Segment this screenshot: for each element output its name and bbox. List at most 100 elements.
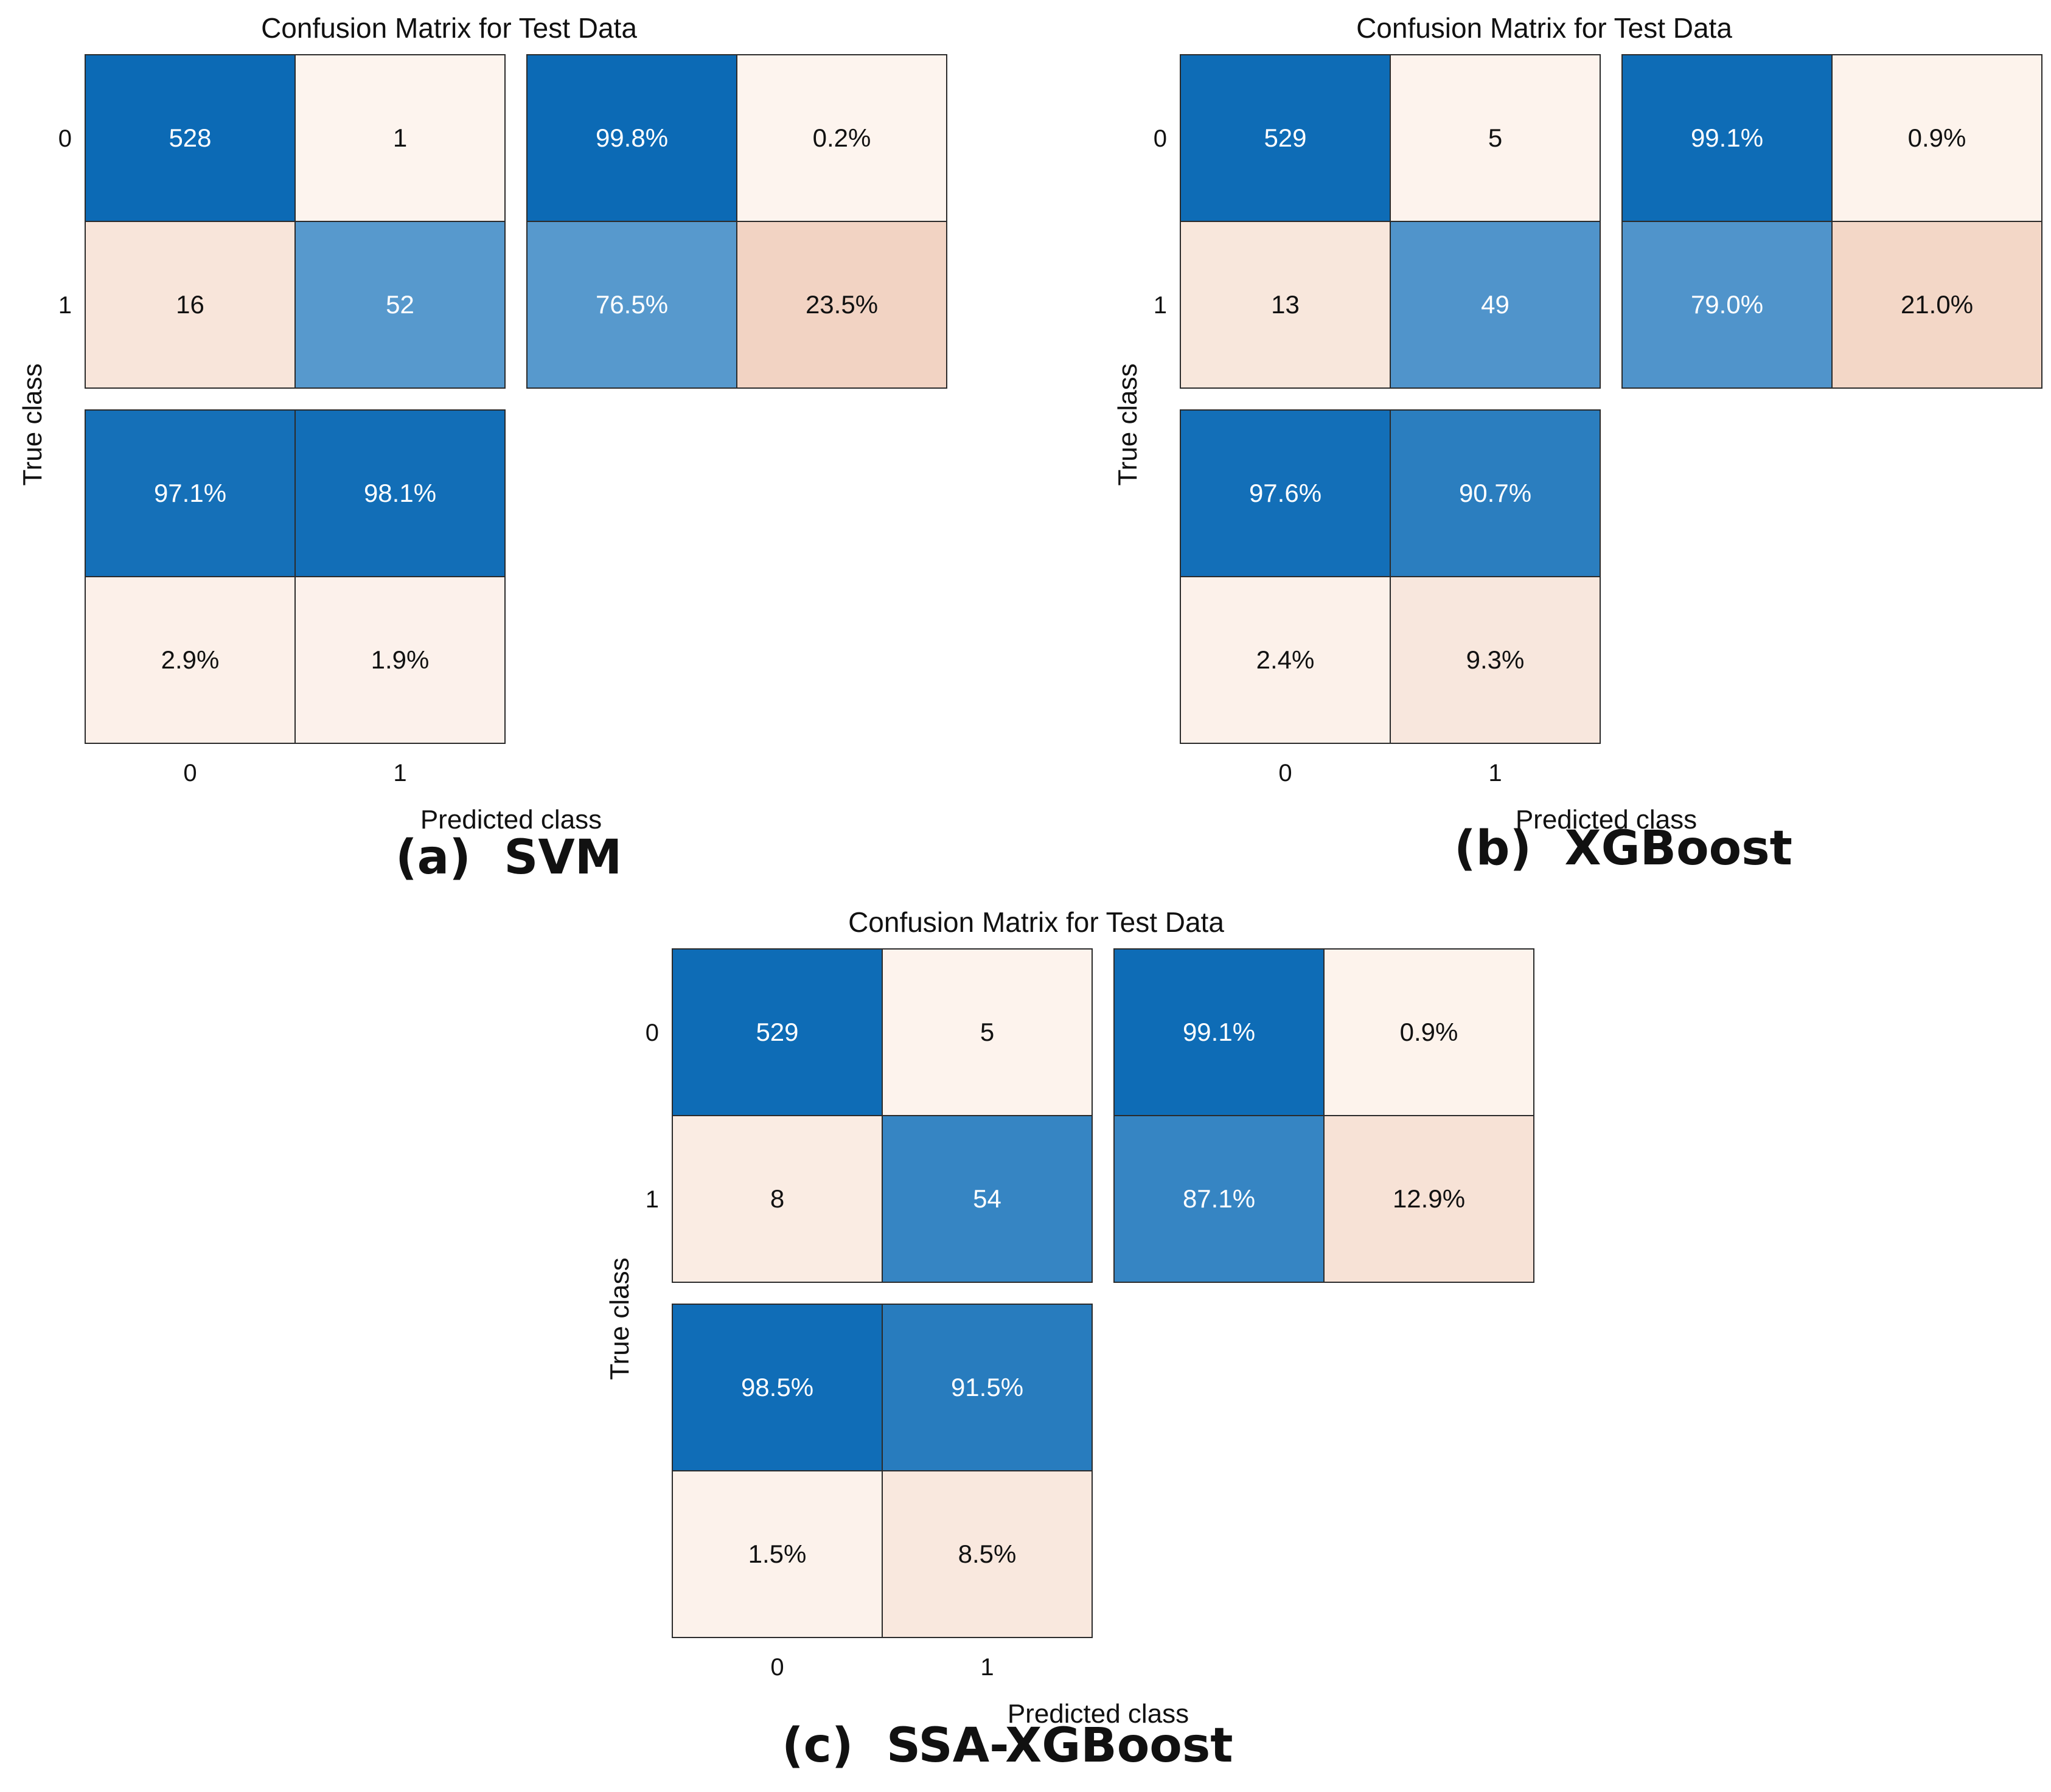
x-tick-label: 1 — [1488, 760, 1502, 787]
panel-xgboost: Confusion Matrix for Test Data 529 5 13 49 99… — [1095, 0, 2042, 835]
row-summary-cell — [1831, 221, 2042, 389]
column-summary-label: 90.7% — [1459, 479, 1531, 507]
y-tick-label: 0 — [1154, 125, 1167, 152]
row-summary-cell — [1831, 54, 2042, 222]
column-summary-label: 98.1% — [364, 479, 436, 507]
count-label: 54 — [973, 1184, 1001, 1213]
count-label: 5 — [980, 1018, 994, 1046]
y-tick-label: 1 — [1154, 292, 1167, 319]
row-summary-label: 12.9% — [1393, 1184, 1465, 1213]
y-tick-label: 0 — [646, 1019, 659, 1046]
column-summary-label: 2.4% — [1256, 645, 1315, 674]
column-summary-label: 8.5% — [958, 1540, 1017, 1568]
column-summary-cell — [672, 1304, 883, 1471]
row-summary-label: 79.0% — [1691, 290, 1763, 319]
column-summary-label: 9.3% — [1466, 645, 1525, 674]
caption-label: (c) — [782, 1718, 854, 1773]
column-summary-cell — [1180, 409, 1391, 577]
confusion-matrix-chart: Confusion Matrix for Test Data 529 5 8 54 99.… — [605, 906, 1534, 1729]
x-axis-label: Predicted class — [1008, 1699, 1189, 1729]
x-tick-label: 1 — [393, 760, 406, 787]
row-summary-label: 99.1% — [1691, 123, 1763, 152]
y-tick-label: 1 — [58, 292, 72, 319]
count-cell — [85, 54, 296, 222]
caption-xgboost: (b) XGBoost — [1454, 821, 1792, 876]
count-cell — [1390, 54, 1601, 222]
count-label: 49 — [1481, 290, 1510, 319]
count-label: 528 — [169, 123, 211, 152]
column-summary-label: 97.1% — [154, 479, 226, 507]
row-summary-label: 0.2% — [813, 123, 871, 152]
caption-model: XGBoost — [1564, 821, 1792, 876]
row-summary-cell — [526, 54, 737, 222]
column-summary-label: 1.5% — [748, 1540, 807, 1568]
count-cell — [1390, 221, 1601, 389]
confusion-matrix-chart: Confusion Matrix for Test Data 528 1 16 52 99… — [18, 12, 947, 835]
caption-model: SSA-XGBoost — [886, 1718, 1233, 1773]
y-axis-label: True class — [18, 363, 47, 485]
chart-title: Confusion Matrix for Test Data — [261, 12, 637, 44]
panel-svm: Confusion Matrix for Test Data 528 1 16 52 99… — [0, 0, 947, 835]
count-label: 13 — [1271, 290, 1300, 319]
y-tick-label: 1 — [646, 1186, 659, 1213]
x-axis-label: Predicted class — [420, 805, 602, 835]
x-axis-label: Predicted class — [1516, 805, 1697, 835]
row-summary-label: 21.0% — [1901, 290, 1973, 319]
row-summary-cell — [526, 221, 737, 389]
count-cell — [882, 1115, 1093, 1283]
column-summary-label: 1.9% — [371, 645, 430, 674]
count-cell — [672, 948, 883, 1116]
count-label: 8 — [770, 1184, 784, 1213]
column-summary-cell — [1180, 576, 1391, 744]
column-summary-cell — [882, 1304, 1093, 1471]
column-summary-cell — [672, 1470, 883, 1638]
column-summary-cell — [1390, 409, 1601, 577]
column-summary-cell — [294, 409, 506, 577]
row-summary-cell — [736, 221, 947, 389]
count-label: 529 — [1264, 123, 1306, 152]
count-label: 5 — [1488, 123, 1502, 152]
chart-title: Confusion Matrix for Test Data — [1356, 12, 1732, 44]
column-summary-cell — [294, 576, 506, 744]
column-summary-cell — [882, 1470, 1093, 1638]
row-summary-label: 0.9% — [1908, 123, 1966, 152]
y-axis-label: True class — [1113, 363, 1143, 485]
count-cell — [882, 948, 1093, 1116]
count-label: 16 — [176, 290, 204, 319]
caption-model: SVM — [504, 830, 622, 885]
caption-ssa-xgboost: (c) SSA-XGBoost — [782, 1718, 1233, 1773]
column-summary-cell — [1390, 576, 1601, 744]
row-summary-label: 76.5% — [596, 290, 668, 319]
count-label: 1 — [393, 123, 407, 152]
row-summary-label: 0.9% — [1400, 1018, 1458, 1046]
x-tick-label: 1 — [980, 1654, 994, 1681]
panel-ssa-xgboost: Confusion Matrix for Test Data 529 5 8 54 99.… — [587, 894, 1534, 1729]
column-summary-label: 91.5% — [951, 1373, 1023, 1401]
x-tick-label: 0 — [1278, 760, 1292, 787]
count-cell — [294, 54, 506, 222]
row-summary-cell — [1621, 54, 1833, 222]
row-summary-cell — [736, 54, 947, 222]
row-summary-label: 99.8% — [596, 123, 668, 152]
column-summary-label: 98.5% — [741, 1373, 813, 1401]
count-cell — [294, 221, 506, 389]
row-summary-label: 99.1% — [1183, 1018, 1255, 1046]
row-summary-cell — [1323, 1115, 1534, 1283]
row-summary-cell — [1113, 1115, 1325, 1283]
y-axis-label: True class — [605, 1257, 635, 1380]
chart-title: Confusion Matrix for Test Data — [848, 906, 1224, 938]
count-cell — [1180, 221, 1391, 389]
row-summary-label: 87.1% — [1183, 1184, 1255, 1213]
row-summary-cell — [1113, 948, 1325, 1116]
caption-label: (a) — [395, 830, 471, 885]
count-cell — [1180, 54, 1391, 222]
count-label: 52 — [386, 290, 414, 319]
confusion-matrix-chart: Confusion Matrix for Test Data 529 5 13 49 99… — [1113, 12, 2042, 835]
column-summary-label: 97.6% — [1249, 479, 1321, 507]
row-summary-cell — [1323, 948, 1534, 1116]
x-tick-label: 0 — [183, 760, 197, 787]
count-label: 529 — [756, 1018, 798, 1046]
column-summary-label: 2.9% — [161, 645, 220, 674]
x-tick-label: 0 — [770, 1654, 784, 1681]
